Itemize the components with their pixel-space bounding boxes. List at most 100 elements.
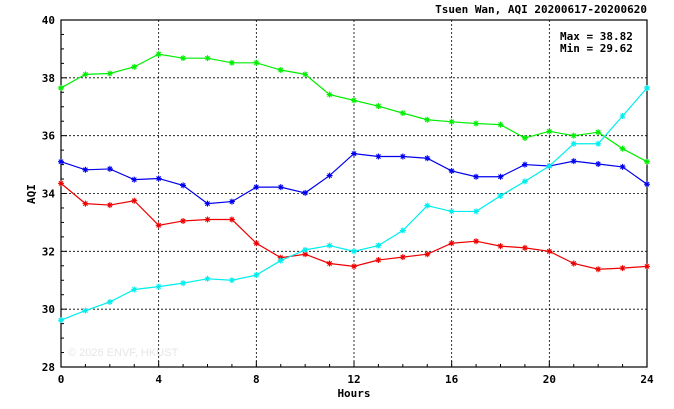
data-point	[521, 134, 528, 141]
data-point	[204, 55, 211, 62]
data-point	[399, 254, 406, 261]
data-point	[570, 260, 577, 267]
x-tick-labels: 0 4 8 12 16 20 24	[58, 373, 654, 386]
data-point	[253, 184, 260, 191]
data-point	[595, 129, 602, 136]
data-point	[497, 243, 504, 250]
data-point	[497, 173, 504, 180]
data-point	[253, 272, 260, 279]
min-annotation: Min = 29.62	[560, 42, 633, 55]
data-point	[448, 240, 455, 247]
x-tick-label: 16	[445, 373, 459, 386]
data-point	[546, 248, 553, 255]
series-layer	[58, 51, 650, 324]
data-point	[521, 178, 528, 185]
data-point	[326, 91, 333, 98]
data-point	[302, 246, 309, 253]
data-point	[424, 202, 431, 209]
x-tick-label: 12	[347, 373, 360, 386]
data-point	[253, 59, 260, 66]
data-point	[644, 181, 650, 188]
data-point	[58, 180, 64, 187]
data-point	[82, 307, 89, 314]
data-point	[228, 59, 235, 66]
data-point	[106, 165, 113, 172]
data-point	[302, 189, 309, 196]
watermark: © 2026 ENVF, HKUST	[68, 347, 178, 359]
data-point	[595, 140, 602, 147]
y-tick-label: 32	[42, 245, 55, 258]
data-point	[131, 63, 138, 70]
y-tick-label: 28	[42, 361, 55, 374]
data-point	[473, 173, 480, 180]
grid	[60, 19, 648, 368]
data-point	[521, 161, 528, 168]
data-point	[351, 263, 357, 270]
data-point	[228, 216, 235, 223]
data-point	[619, 163, 626, 170]
data-point	[448, 208, 455, 215]
plot-frame	[60, 19, 648, 368]
data-point	[497, 192, 504, 199]
data-point	[82, 71, 89, 78]
data-point	[448, 167, 455, 174]
y-tick-labels: 28 30 32 34 36 38 40	[42, 14, 56, 374]
data-point	[424, 251, 431, 258]
data-point	[351, 150, 357, 157]
data-point	[521, 244, 528, 251]
y-tick-label: 38	[42, 72, 55, 85]
data-point	[155, 283, 162, 290]
data-point	[82, 200, 89, 207]
data-point	[424, 155, 431, 162]
data-point	[644, 263, 650, 270]
data-point	[595, 266, 602, 273]
data-point	[644, 158, 650, 165]
data-point	[424, 116, 431, 123]
data-point	[180, 55, 187, 62]
x-tick-label: 20	[543, 373, 556, 386]
data-point	[473, 208, 480, 215]
data-point	[399, 110, 406, 117]
max-annotation: Max = 38.82	[560, 30, 633, 43]
data-point	[375, 103, 382, 110]
series-2	[58, 150, 650, 207]
data-point	[131, 176, 138, 183]
data-point	[180, 280, 187, 287]
data-point	[253, 240, 260, 247]
data-point	[58, 317, 64, 324]
data-point	[204, 275, 211, 282]
data-point	[58, 158, 64, 165]
data-point	[131, 286, 138, 293]
data-point	[644, 84, 650, 91]
data-point	[277, 67, 284, 74]
data-point	[106, 70, 113, 77]
data-point	[546, 128, 553, 135]
series-3	[58, 180, 650, 273]
series-1	[58, 51, 650, 165]
data-point	[228, 198, 235, 205]
data-point	[351, 97, 357, 104]
data-point	[204, 200, 211, 207]
data-point	[155, 175, 162, 182]
data-point	[106, 298, 113, 305]
data-point	[106, 202, 113, 209]
data-point	[277, 184, 284, 191]
data-point	[375, 242, 382, 249]
data-point	[375, 257, 382, 264]
data-point	[326, 260, 333, 267]
data-point	[619, 265, 626, 272]
data-point	[228, 277, 235, 284]
y-axis-label: AQI	[25, 184, 38, 204]
data-point	[619, 113, 626, 120]
x-tick-label: 24	[640, 373, 654, 386]
y-tick-label: 34	[42, 188, 56, 201]
data-point	[595, 161, 602, 168]
data-point	[204, 216, 211, 223]
data-point	[302, 71, 309, 78]
data-point	[399, 227, 406, 234]
data-point	[180, 217, 187, 224]
series-4	[58, 84, 650, 324]
data-point	[546, 163, 553, 170]
x-tick-label: 8	[253, 373, 260, 386]
